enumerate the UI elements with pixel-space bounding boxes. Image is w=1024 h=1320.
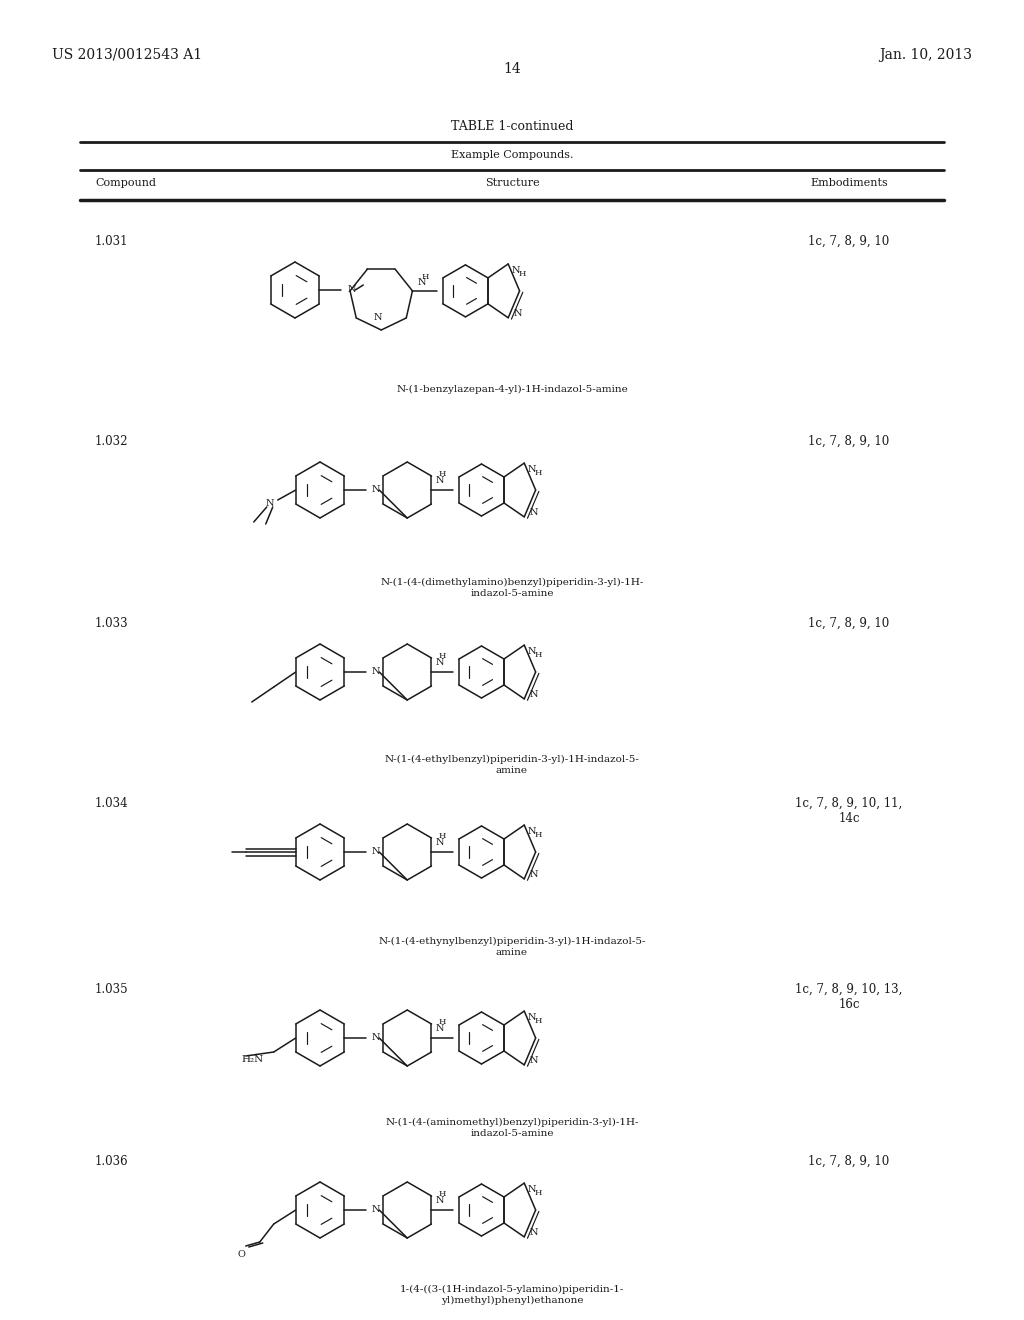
Text: N: N: [374, 313, 383, 322]
Text: H: H: [535, 1018, 542, 1026]
Text: N: N: [511, 265, 520, 275]
Text: N: N: [513, 309, 521, 318]
Text: N: N: [418, 279, 426, 286]
Text: N-(1-(4-ethynylbenzyl)piperidin-3-yl)-1H-indazol-5-
amine: N-(1-(4-ethynylbenzyl)piperidin-3-yl)-1H…: [378, 937, 646, 957]
Text: N: N: [527, 465, 536, 474]
Text: N: N: [435, 1196, 443, 1205]
Text: N: N: [372, 1205, 380, 1214]
Text: H: H: [439, 652, 446, 660]
Text: H: H: [535, 651, 542, 659]
Text: 14: 14: [503, 62, 521, 77]
Text: N: N: [372, 668, 380, 676]
Text: H: H: [535, 1189, 542, 1197]
Text: H: H: [439, 1191, 446, 1199]
Text: H: H: [518, 271, 525, 279]
Text: O: O: [238, 1250, 246, 1259]
Text: H: H: [421, 273, 429, 281]
Text: N-(1-(4-(aminomethyl)benzyl)piperidin-3-yl)-1H-
indazol-5-amine: N-(1-(4-(aminomethyl)benzyl)piperidin-3-…: [385, 1118, 639, 1138]
Text: N: N: [347, 285, 355, 294]
Text: N: N: [529, 690, 538, 700]
Text: N: N: [435, 1024, 443, 1034]
Text: 1.035: 1.035: [95, 983, 129, 997]
Text: N: N: [372, 486, 380, 495]
Text: 1c, 7, 8, 9, 10: 1c, 7, 8, 9, 10: [808, 235, 890, 248]
Text: 1-(4-((3-(1H-indazol-5-ylamino)piperidin-1-
yl)methyl)phenyl)ethanone: 1-(4-((3-(1H-indazol-5-ylamino)piperidin…: [399, 1284, 625, 1304]
Text: N: N: [527, 1012, 536, 1022]
Text: H: H: [439, 1018, 446, 1026]
Text: H: H: [439, 470, 446, 478]
Text: 1.032: 1.032: [95, 436, 128, 447]
Text: N: N: [527, 1185, 536, 1195]
Text: 1c, 7, 8, 9, 10: 1c, 7, 8, 9, 10: [808, 436, 890, 447]
Text: Example Compounds.: Example Compounds.: [451, 150, 573, 160]
Text: N-(1-benzylazepan-4-yl)-1H-indazol-5-amine: N-(1-benzylazepan-4-yl)-1H-indazol-5-ami…: [396, 385, 628, 395]
Text: H₂N: H₂N: [242, 1056, 264, 1064]
Text: H: H: [535, 832, 542, 840]
Text: N: N: [435, 477, 443, 484]
Text: 1.036: 1.036: [95, 1155, 129, 1168]
Text: N: N: [529, 1056, 538, 1065]
Text: Structure: Structure: [484, 178, 540, 187]
Text: H: H: [535, 469, 542, 477]
Text: N: N: [265, 499, 274, 508]
Text: N: N: [527, 647, 536, 656]
Text: TABLE 1-continued: TABLE 1-continued: [451, 120, 573, 133]
Text: N: N: [372, 847, 380, 857]
Text: N: N: [529, 870, 538, 879]
Text: N-(1-(4-ethylbenzyl)piperidin-3-yl)-1H-indazol-5-
amine: N-(1-(4-ethylbenzyl)piperidin-3-yl)-1H-i…: [385, 755, 639, 775]
Text: Jan. 10, 2013: Jan. 10, 2013: [879, 48, 972, 62]
Text: N: N: [529, 508, 538, 517]
Text: N: N: [529, 1229, 538, 1237]
Text: H: H: [439, 832, 446, 840]
Text: N: N: [435, 657, 443, 667]
Text: 1c, 7, 8, 9, 10: 1c, 7, 8, 9, 10: [808, 1155, 890, 1168]
Text: 1c, 7, 8, 9, 10, 13,
16c: 1c, 7, 8, 9, 10, 13, 16c: [796, 983, 903, 1011]
Text: N-(1-(4-(dimethylamino)benzyl)piperidin-3-yl)-1H-
indazol-5-amine: N-(1-(4-(dimethylamino)benzyl)piperidin-…: [380, 578, 644, 598]
Text: 1c, 7, 8, 9, 10, 11,
14c: 1c, 7, 8, 9, 10, 11, 14c: [796, 797, 902, 825]
Text: 1.033: 1.033: [95, 616, 129, 630]
Text: N: N: [527, 828, 536, 836]
Text: Embodiments: Embodiments: [810, 178, 888, 187]
Text: N: N: [435, 838, 443, 847]
Text: US 2013/0012543 A1: US 2013/0012543 A1: [52, 48, 202, 62]
Text: Compound: Compound: [95, 178, 156, 187]
Text: N: N: [372, 1034, 380, 1043]
Text: 1.034: 1.034: [95, 797, 129, 810]
Text: 1c, 7, 8, 9, 10: 1c, 7, 8, 9, 10: [808, 616, 890, 630]
Text: 1.031: 1.031: [95, 235, 128, 248]
